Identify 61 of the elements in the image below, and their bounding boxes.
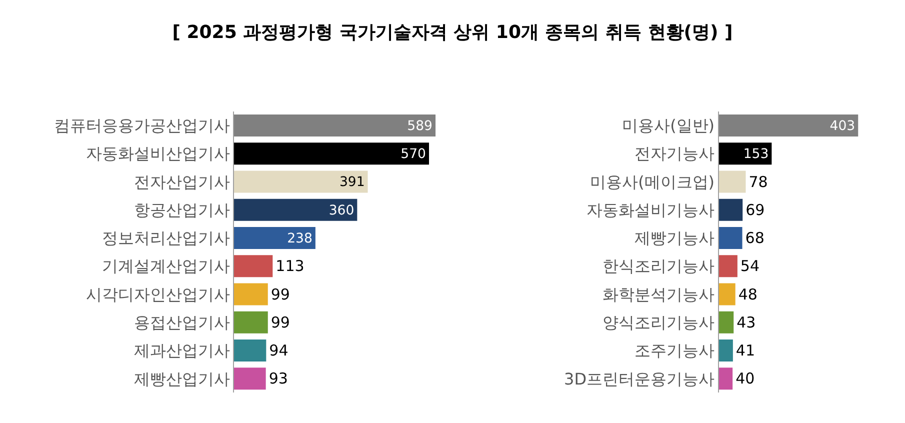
y-tick-label: 자동화설비기능사	[586, 200, 715, 220]
data-label: 570	[400, 147, 426, 162]
data-label: 113	[276, 257, 304, 276]
y-tick-label: 용접산업기사	[134, 312, 230, 332]
bar	[234, 198, 358, 221]
y-tick-label: 정보처리산업기사	[102, 228, 230, 248]
data-label: 391	[339, 175, 365, 190]
y-tick-label: 양식조리기능사	[602, 312, 715, 332]
data-label: 40	[736, 370, 755, 388]
data-label: 99	[270, 285, 290, 304]
bar	[718, 142, 772, 165]
bar	[718, 170, 746, 193]
y-tick-label: 항공산업기사	[134, 200, 230, 220]
bar	[234, 227, 316, 249]
bar	[234, 170, 368, 193]
data-label: 78	[748, 172, 768, 191]
data-label: 403	[830, 118, 856, 134]
bar	[234, 311, 268, 334]
data-label: 589	[407, 118, 433, 134]
chart-title: [ 2025 과정평가형 국가기술자격 상위 10개 종목의 취득 현황(명) ]	[172, 22, 733, 43]
y-tick-label: 조주기능사	[634, 341, 715, 360]
y-tick-label: 전자기능사	[634, 144, 715, 164]
data-label: 43	[736, 313, 756, 332]
data-label: 54	[740, 257, 760, 276]
data-label: 360	[328, 203, 354, 218]
y-tick-label: 3D프린터운용기능사	[564, 369, 715, 388]
data-label: 69	[746, 200, 765, 219]
y-tick-label: 자동화설비산업기사	[86, 144, 230, 164]
bar	[718, 340, 733, 362]
data-label: 41	[736, 342, 756, 360]
y-tick-label: 제빵기능사	[634, 228, 715, 248]
bar	[234, 340, 266, 362]
y-tick-label: 미용사(일반)	[622, 116, 715, 136]
bar	[718, 311, 734, 334]
y-tick-label: 시각디자인산업기사	[86, 284, 230, 304]
data-label: 99	[270, 313, 290, 332]
bar	[234, 255, 273, 278]
y-tick-label: 기계설계산업기사	[102, 256, 230, 276]
data-label: 68	[745, 229, 764, 248]
y-tick-label: 제빵산업기사	[134, 369, 230, 388]
y-tick-label: 미용사(메이크업)	[590, 172, 715, 192]
y-tick-label: 컴퓨터응용가공산업기사	[54, 116, 230, 136]
data-label: 48	[738, 285, 758, 304]
data-label: 94	[269, 342, 288, 360]
bar	[718, 368, 733, 390]
y-tick-label: 화학분석기능사	[602, 284, 715, 304]
bar	[718, 114, 858, 136]
bar	[718, 198, 743, 221]
data-label: 93	[268, 370, 288, 388]
bar	[234, 368, 266, 390]
data-label: 238	[287, 231, 312, 246]
bar	[718, 283, 736, 306]
data-label: 153	[743, 147, 769, 162]
bar	[718, 227, 742, 249]
y-tick-label: 제과산업기사	[134, 341, 230, 360]
bar	[234, 142, 430, 165]
bar	[234, 283, 268, 306]
bar	[718, 255, 738, 278]
y-tick-label: 전자산업기사	[134, 172, 230, 192]
y-tick-label: 한식조리기능사	[602, 256, 715, 276]
bar	[234, 114, 436, 136]
